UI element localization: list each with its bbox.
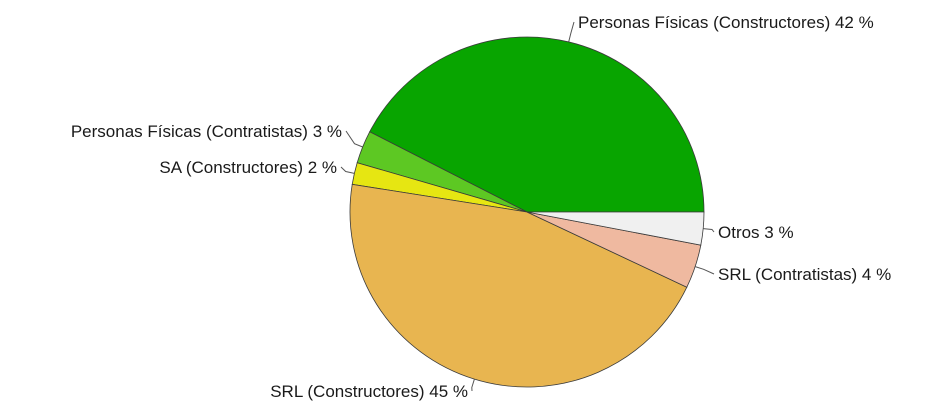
pie-labels: Personas Físicas (Constructores) 42 % Per…: [71, 13, 891, 401]
pie-slices: [349, 36, 705, 388]
pie-label-5: Otros 3 %: [718, 223, 794, 242]
pie-label-4: SRL (Contratistas) 4 %: [718, 265, 891, 284]
pie-leader-4: [695, 266, 715, 275]
pie-label-3: SRL (Constructores) 45 %: [270, 382, 468, 401]
pie-leader-5: [703, 228, 715, 233]
pie-label-1: Personas Físicas (Contratistas) 3 %: [71, 122, 342, 141]
pie-leader-1: [345, 130, 363, 148]
pie-leader-0: [568, 21, 575, 43]
pie-label-0: Personas Físicas (Constructores) 42 %: [578, 13, 874, 32]
label-leader-lines: [340, 21, 715, 392]
pie-leader-3: [471, 378, 475, 392]
pie-leader-2: [340, 166, 355, 174]
pie-slice-0: [369, 36, 705, 213]
pie-label-2: SA (Constructores) 2 %: [159, 158, 337, 177]
